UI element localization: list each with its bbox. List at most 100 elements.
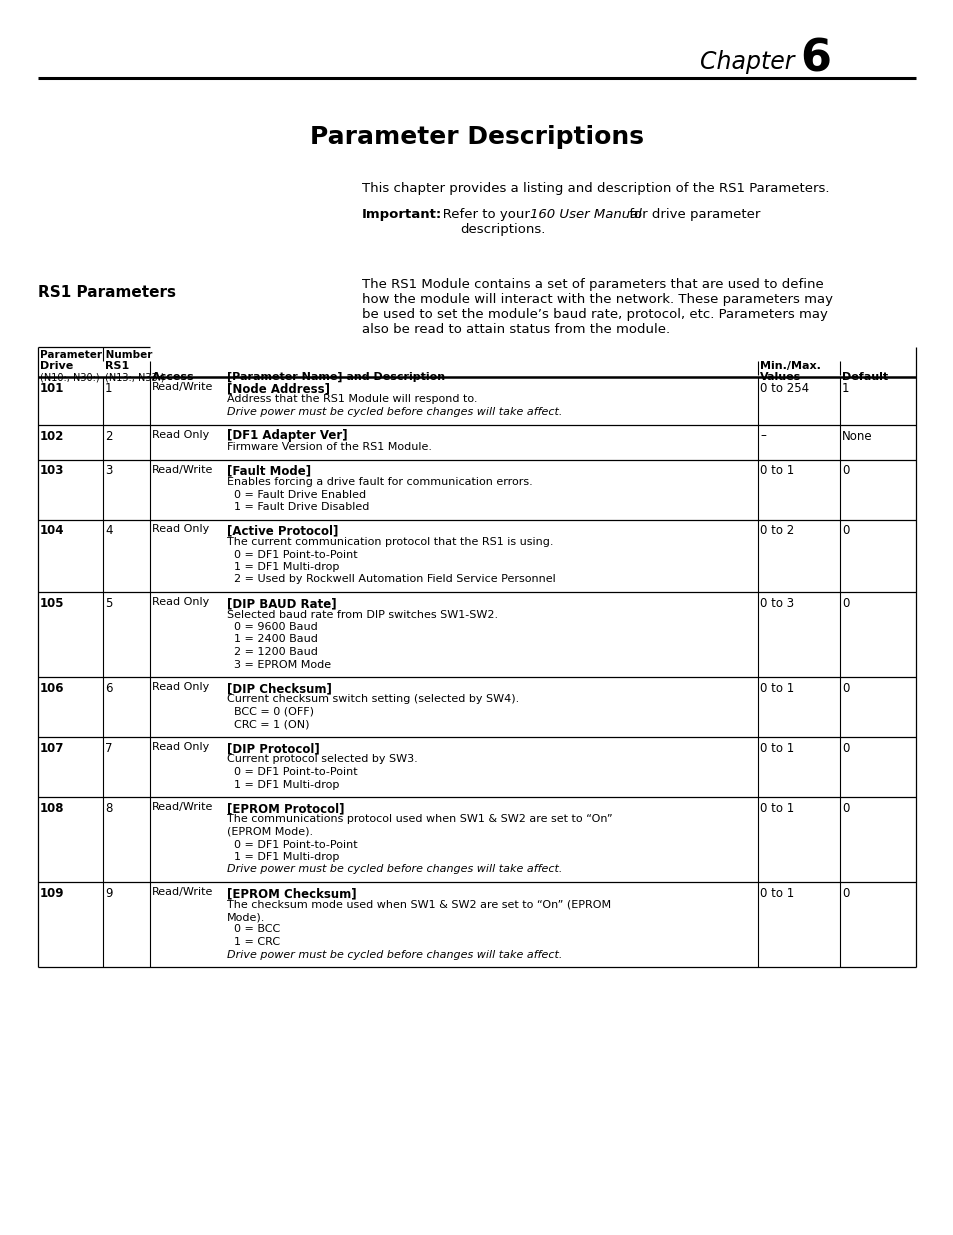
Text: Chapter: Chapter (700, 49, 794, 74)
Text: 0 = 9600 Baud: 0 = 9600 Baud (227, 622, 317, 632)
Text: 107: 107 (40, 742, 64, 755)
Text: how the module will interact with the network. These parameters may: how the module will interact with the ne… (361, 293, 832, 306)
Text: 108: 108 (40, 802, 65, 815)
Text: descriptions.: descriptions. (459, 224, 545, 236)
Text: 1 = Fault Drive Disabled: 1 = Fault Drive Disabled (227, 501, 369, 513)
Text: 0 to 254: 0 to 254 (760, 382, 808, 395)
Text: 102: 102 (40, 430, 64, 442)
Text: Drive power must be cycled before changes will take affect.: Drive power must be cycled before change… (227, 864, 561, 874)
Text: [Fault Mode]: [Fault Mode] (227, 464, 311, 478)
Text: The RS1 Module contains a set of parameters that are used to define: The RS1 Module contains a set of paramet… (361, 278, 822, 291)
Text: The current communication protocol that the RS1 is using.: The current communication protocol that … (227, 537, 553, 547)
Text: 1 = DF1 Multi-drop: 1 = DF1 Multi-drop (227, 779, 339, 789)
Text: 0 to 1: 0 to 1 (760, 802, 794, 815)
Text: 7: 7 (105, 742, 112, 755)
Text: 0: 0 (841, 525, 848, 537)
Text: 160 User Manual: 160 User Manual (530, 207, 641, 221)
Text: [Parameter Name] and Description: [Parameter Name] and Description (227, 372, 445, 383)
Text: Values: Values (760, 372, 801, 382)
Text: Read/Write: Read/Write (152, 464, 213, 474)
Text: Parameter Number: Parameter Number (40, 350, 152, 359)
Text: 0 to 1: 0 to 1 (760, 464, 794, 478)
Text: (N13:, N33:): (N13:, N33:) (105, 372, 165, 382)
Text: Drive power must be cycled before changes will take affect.: Drive power must be cycled before change… (227, 408, 561, 417)
Text: –: – (760, 430, 765, 442)
Text: 6: 6 (105, 682, 112, 695)
Text: also be read to attain status from the module.: also be read to attain status from the m… (361, 324, 669, 336)
Text: 4: 4 (105, 525, 112, 537)
Text: 101: 101 (40, 382, 64, 395)
Text: [Active Protocol]: [Active Protocol] (227, 525, 338, 537)
Text: Read/Write: Read/Write (152, 887, 213, 897)
Text: Read Only: Read Only (152, 525, 209, 535)
Text: 1 = DF1 Multi-drop: 1 = DF1 Multi-drop (227, 852, 339, 862)
Text: Refer to your: Refer to your (430, 207, 534, 221)
Text: 105: 105 (40, 597, 65, 610)
Text: 0: 0 (841, 464, 848, 478)
Text: [DIP Protocol]: [DIP Protocol] (227, 742, 319, 755)
Text: Current checksum switch setting (selected by SW4).: Current checksum switch setting (selecte… (227, 694, 518, 704)
Text: Read/Write: Read/Write (152, 802, 213, 811)
Text: Read Only: Read Only (152, 742, 209, 752)
Text: [EPROM Checksum]: [EPROM Checksum] (227, 887, 356, 900)
Text: 0 = DF1 Point-to-Point: 0 = DF1 Point-to-Point (227, 550, 357, 559)
Text: 1: 1 (105, 382, 112, 395)
Text: The checksum mode used when SW1 & SW2 are set to “On” (EPROM: The checksum mode used when SW1 & SW2 ar… (227, 899, 611, 909)
Text: 0: 0 (841, 597, 848, 610)
Text: Min./Max.: Min./Max. (760, 361, 820, 370)
Text: 2: 2 (105, 430, 112, 442)
Text: Default: Default (841, 372, 887, 382)
Text: 109: 109 (40, 887, 65, 900)
Text: None: None (841, 430, 872, 442)
Text: 103: 103 (40, 464, 64, 478)
Text: CRC = 1 (ON): CRC = 1 (ON) (227, 720, 309, 730)
Text: (N10:, N30:): (N10:, N30:) (40, 372, 99, 382)
Text: 3: 3 (105, 464, 112, 478)
Text: Read/Write: Read/Write (152, 382, 213, 391)
Text: Important:: Important: (361, 207, 442, 221)
Text: 0 = BCC: 0 = BCC (227, 925, 280, 935)
Text: Parameter Descriptions: Parameter Descriptions (310, 125, 643, 149)
Text: [DF1 Adapter Ver]: [DF1 Adapter Ver] (227, 430, 347, 442)
Text: 2 = Used by Rockwell Automation Field Service Personnel: 2 = Used by Rockwell Automation Field Se… (227, 574, 556, 584)
Text: 0: 0 (841, 682, 848, 695)
Text: 8: 8 (105, 802, 112, 815)
Text: BCC = 0 (OFF): BCC = 0 (OFF) (227, 706, 314, 718)
Text: 0 to 2: 0 to 2 (760, 525, 794, 537)
Text: Firmware Version of the RS1 Module.: Firmware Version of the RS1 Module. (227, 442, 432, 452)
Text: Selected baud rate from DIP switches SW1-SW2.: Selected baud rate from DIP switches SW1… (227, 610, 497, 620)
Text: be used to set the module’s baud rate, protocol, etc. Parameters may: be used to set the module’s baud rate, p… (361, 308, 827, 321)
Text: Read Only: Read Only (152, 430, 209, 440)
Text: Mode).: Mode). (227, 911, 265, 923)
Text: Enables forcing a drive fault for communication errors.: Enables forcing a drive fault for commun… (227, 477, 532, 487)
Text: [Node Address]: [Node Address] (227, 382, 330, 395)
Text: 0 to 3: 0 to 3 (760, 597, 793, 610)
Text: RS1: RS1 (105, 361, 129, 370)
Text: 0 = Fault Drive Enabled: 0 = Fault Drive Enabled (227, 489, 366, 499)
Text: 0 to 1: 0 to 1 (760, 682, 794, 695)
Text: 104: 104 (40, 525, 65, 537)
Text: 0: 0 (841, 887, 848, 900)
Text: 0 to 1: 0 to 1 (760, 887, 794, 900)
Text: 1 = DF1 Multi-drop: 1 = DF1 Multi-drop (227, 562, 339, 572)
Text: This chapter provides a listing and description of the RS1 Parameters.: This chapter provides a listing and desc… (361, 182, 828, 195)
Text: [EPROM Protocol]: [EPROM Protocol] (227, 802, 344, 815)
Text: for drive parameter: for drive parameter (624, 207, 760, 221)
Text: 0 to 1: 0 to 1 (760, 742, 794, 755)
Text: 0 = DF1 Point-to-Point: 0 = DF1 Point-to-Point (227, 840, 357, 850)
Text: Read Only: Read Only (152, 682, 209, 692)
Text: Drive: Drive (40, 361, 73, 370)
Text: 1 = CRC: 1 = CRC (227, 937, 280, 947)
Text: 5: 5 (105, 597, 112, 610)
Text: 6: 6 (800, 38, 830, 82)
Text: Access: Access (152, 372, 194, 382)
Text: 1 = 2400 Baud: 1 = 2400 Baud (227, 635, 317, 645)
Text: Drive power must be cycled before changes will take affect.: Drive power must be cycled before change… (227, 950, 561, 960)
Text: Read Only: Read Only (152, 597, 209, 606)
Text: Address that the RS1 Module will respond to.: Address that the RS1 Module will respond… (227, 394, 477, 405)
Text: RS1 Parameters: RS1 Parameters (38, 285, 175, 300)
Text: 0: 0 (841, 802, 848, 815)
Text: 9: 9 (105, 887, 112, 900)
Text: (EPROM Mode).: (EPROM Mode). (227, 827, 313, 837)
Text: 106: 106 (40, 682, 65, 695)
